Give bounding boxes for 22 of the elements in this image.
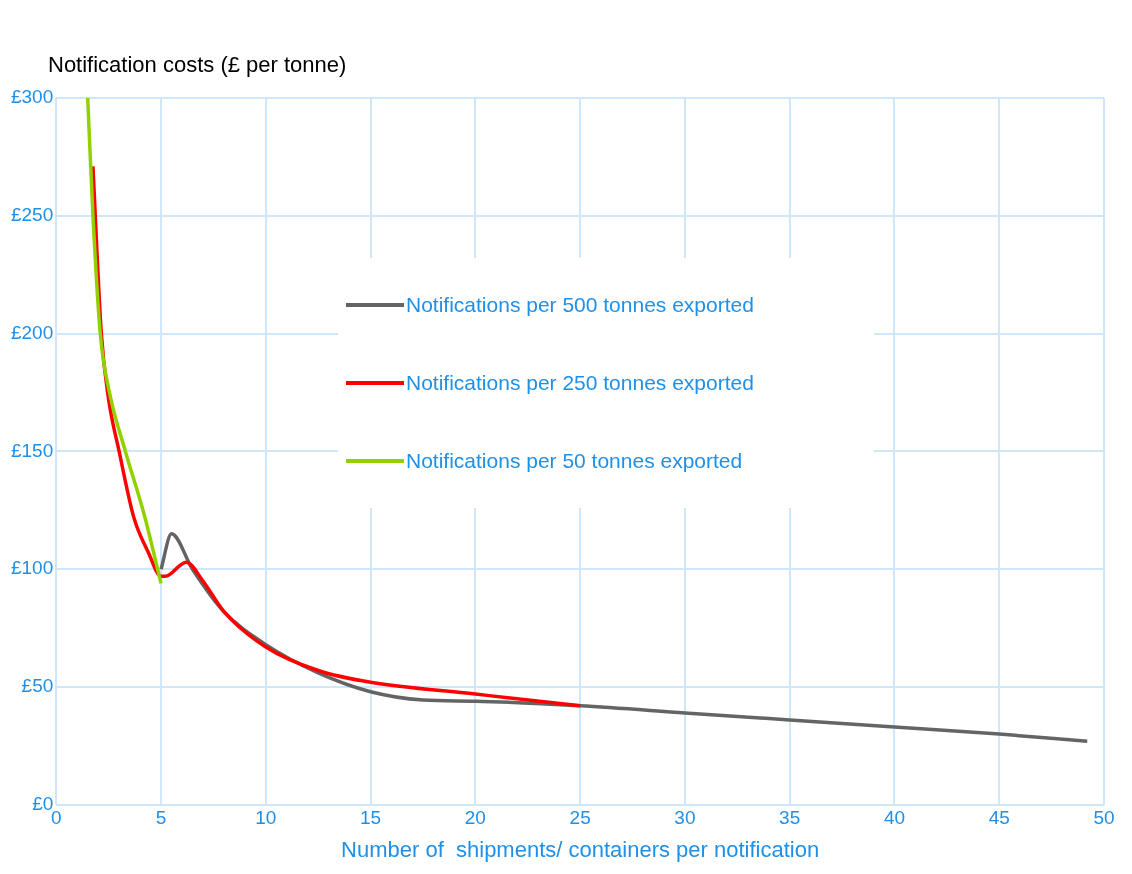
line-series	[85, 98, 163, 586]
legend-label: Notifications per 250 tonnes exported	[406, 371, 754, 395]
x-tick-label: 15	[360, 807, 382, 829]
legend-label: Notifications per 500 tonnes exported	[406, 293, 754, 317]
x-tick-label: 45	[988, 807, 1010, 829]
x-tick-label: 50	[1093, 807, 1115, 829]
chart-title: Notification costs (£ per tonne)	[48, 52, 347, 78]
x-tick-label: 25	[569, 807, 591, 829]
y-tick-label: £200	[10, 321, 54, 343]
x-tick-label: 5	[155, 807, 167, 829]
x-tick-label: 40	[883, 807, 906, 829]
x-axis-title: Number of shipments/ containers per notification	[341, 836, 820, 862]
y-tick-label: £150	[10, 439, 54, 461]
y-tick-label: £100	[10, 557, 54, 579]
y-tick-label: £50	[21, 675, 54, 697]
x-tick-label: 20	[464, 807, 486, 829]
x-tick-label: 35	[779, 807, 801, 829]
x-tick-label: 10	[255, 807, 277, 829]
x-tick-label: 30	[674, 807, 696, 829]
y-tick-label: £250	[10, 204, 54, 226]
legend-label: Notifications per 50 tonnes exported	[406, 449, 743, 473]
y-tick-label: £300	[10, 86, 54, 108]
